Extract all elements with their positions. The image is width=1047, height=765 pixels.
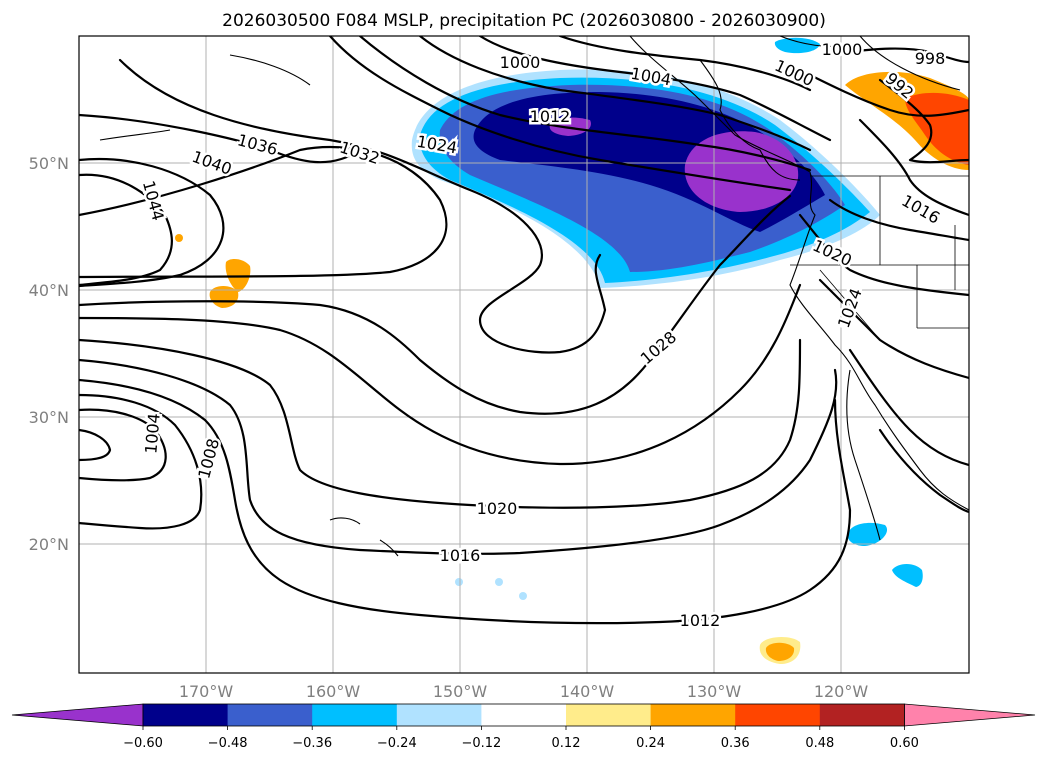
isobar xyxy=(858,118,969,217)
precip-positive-anomaly xyxy=(175,71,969,664)
figure-title: 2026030500 F084 MSLP, precipitation PC (… xyxy=(222,11,826,31)
isobar xyxy=(79,358,838,555)
precip-region-mexico xyxy=(892,564,923,587)
isobar-label: 1004 xyxy=(141,412,163,454)
isobar xyxy=(79,393,203,530)
isobar xyxy=(79,146,448,279)
colorbar-segment xyxy=(735,704,821,726)
isobar-label: 998 xyxy=(915,49,946,68)
lon-axis-labels: 170°W 160°W 150°W 140°W 130°W 120°W xyxy=(179,682,869,701)
precip-spot-1 xyxy=(455,578,463,586)
map-area: 1000 1000 998 1000 992 1004 1012 1024 10… xyxy=(79,36,969,673)
political-borders xyxy=(790,175,969,341)
colorbar-tick-label: −0.36 xyxy=(292,736,332,751)
precip-spot-3 xyxy=(519,592,527,600)
colorbar-segment xyxy=(396,704,482,726)
isobar xyxy=(79,283,802,466)
colorbar-segment xyxy=(227,704,313,726)
precip-spot-2 xyxy=(495,578,503,586)
colorbar-tick-label: 0.12 xyxy=(552,736,581,751)
colorbar-tick-label: 0.60 xyxy=(890,736,919,751)
isobar xyxy=(878,428,969,514)
isobar-labels: 1000 1000 998 1000 992 1004 1012 1024 10… xyxy=(136,38,947,633)
isobar xyxy=(118,58,607,354)
colorbar-tick-label: 0.48 xyxy=(805,736,834,751)
colorbar-segment xyxy=(143,704,229,726)
isobar xyxy=(79,113,362,164)
isobar xyxy=(798,68,969,117)
colorbar-tick-label: −0.48 xyxy=(208,736,248,751)
coastlines xyxy=(99,36,969,557)
isobar-label: 1012 xyxy=(680,611,721,630)
gridlines xyxy=(79,36,969,673)
lat-label: 40°N xyxy=(29,281,69,300)
isobar xyxy=(418,36,812,152)
isobar xyxy=(828,47,969,64)
colorbar: −0.60 −0.48 −0.36 −0.24 −0.12 0.12 0.24 0.36 0.4… xyxy=(11,703,1036,751)
lat-label: 20°N xyxy=(29,535,69,554)
precip-region-purple-east xyxy=(684,131,799,212)
isobar xyxy=(79,194,792,415)
lat-axis-labels: 50°N 40°N 30°N 20°N xyxy=(29,154,69,554)
isobar xyxy=(848,348,969,467)
isobar xyxy=(79,378,852,625)
colorbar-extend-max xyxy=(904,703,1036,727)
isobar xyxy=(79,158,225,288)
colorbar-segment xyxy=(312,704,398,726)
lon-label: 120°W xyxy=(814,682,869,701)
colorbar-tick-label: −0.12 xyxy=(461,736,501,751)
isobar xyxy=(798,213,969,297)
colorbar-segment xyxy=(481,704,567,726)
isobar xyxy=(79,338,802,509)
lon-label: 170°W xyxy=(179,682,234,701)
map-frame xyxy=(78,35,970,674)
colorbar-segment xyxy=(566,704,652,726)
lon-label: 130°W xyxy=(687,682,742,701)
isobar xyxy=(79,173,173,287)
precip-spot-4 xyxy=(175,234,183,242)
lat-label: 30°N xyxy=(29,408,69,427)
lon-label: 150°W xyxy=(433,682,488,701)
colorbar-segment xyxy=(819,704,905,726)
colorbar-tick-label: −0.24 xyxy=(377,736,417,751)
colorbar-tick-label: 0.36 xyxy=(721,736,750,751)
isobar xyxy=(358,36,812,172)
colorbar-segment xyxy=(650,704,736,726)
isobar xyxy=(478,36,832,142)
colorbar-extend-min xyxy=(11,703,144,727)
isobar-label: 1020 xyxy=(477,499,518,518)
isobars xyxy=(79,36,969,625)
precip-region-subtropic-core xyxy=(765,642,795,661)
isobar xyxy=(878,78,969,164)
isobar xyxy=(558,36,812,92)
colorbar-tick-label: 0.24 xyxy=(636,736,665,751)
isobar-label: 1000 xyxy=(500,53,541,72)
isobar-label: 1016 xyxy=(440,546,481,565)
isobar-label: 1000 xyxy=(822,40,863,59)
isobar xyxy=(79,408,167,482)
colorbar-tick-label: −0.60 xyxy=(123,736,163,751)
lat-label: 50°N xyxy=(29,154,69,173)
isobar xyxy=(818,278,969,380)
isobar-label: 1012 xyxy=(530,107,571,126)
precip-region-canada-red xyxy=(905,92,969,165)
lon-label: 160°W xyxy=(306,682,361,701)
precip-region-top-blue xyxy=(774,37,820,54)
lon-label: 140°W xyxy=(560,682,615,701)
isobar xyxy=(828,198,969,242)
precip-region-pacific-orange xyxy=(209,286,239,308)
isobar xyxy=(79,428,112,462)
precip-region-purple-west xyxy=(549,117,591,136)
isobar xyxy=(328,36,792,192)
colorbar-outline xyxy=(142,703,905,727)
